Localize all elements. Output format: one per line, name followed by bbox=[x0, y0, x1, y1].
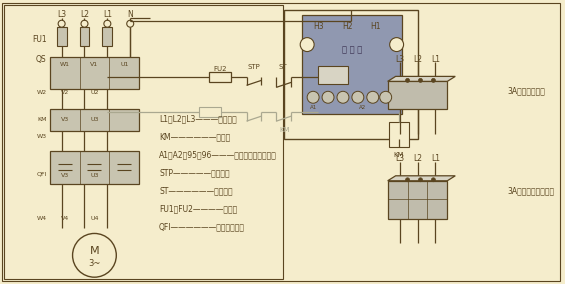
Polygon shape bbox=[388, 176, 455, 181]
Text: L1: L1 bbox=[431, 55, 440, 64]
Circle shape bbox=[390, 37, 403, 51]
Text: KM: KM bbox=[279, 127, 289, 133]
Bar bbox=[302, 15, 402, 114]
Text: FU2: FU2 bbox=[213, 66, 227, 72]
Circle shape bbox=[307, 91, 319, 103]
Bar bbox=[4, 5, 283, 279]
Bar bbox=[50, 109, 139, 131]
Circle shape bbox=[322, 91, 334, 103]
Circle shape bbox=[419, 78, 423, 82]
Text: V4: V4 bbox=[60, 216, 69, 221]
Text: W2: W2 bbox=[37, 90, 47, 95]
Text: N: N bbox=[127, 10, 133, 19]
Text: L2: L2 bbox=[413, 55, 422, 64]
Bar bbox=[80, 27, 89, 45]
Text: L1: L1 bbox=[431, 154, 440, 163]
Circle shape bbox=[380, 91, 392, 103]
Text: H1: H1 bbox=[371, 22, 381, 31]
Text: W3: W3 bbox=[37, 133, 47, 139]
Circle shape bbox=[352, 91, 364, 103]
Text: V3: V3 bbox=[60, 117, 69, 122]
Bar bbox=[199, 107, 221, 117]
Circle shape bbox=[367, 91, 379, 103]
Bar bbox=[102, 27, 112, 45]
Text: U4: U4 bbox=[90, 216, 99, 221]
Text: KM: KM bbox=[37, 117, 47, 122]
Text: L2: L2 bbox=[80, 10, 89, 19]
Circle shape bbox=[81, 20, 88, 27]
Text: 保 护 器: 保 护 器 bbox=[342, 45, 362, 54]
Text: U2: U2 bbox=[90, 90, 99, 95]
Text: A1、A2、95、96———保护器接线端子号码: A1、A2、95、96———保护器接线端子号码 bbox=[159, 151, 277, 159]
Text: STP: STP bbox=[247, 64, 260, 70]
Text: KM——————接触器: KM——————接触器 bbox=[159, 133, 231, 141]
Text: 3A以上一次穿心: 3A以上一次穿心 bbox=[507, 87, 545, 96]
Bar bbox=[389, 122, 408, 147]
Text: M: M bbox=[90, 246, 99, 256]
Text: L1: L1 bbox=[103, 10, 112, 19]
Text: L3: L3 bbox=[395, 55, 404, 64]
Circle shape bbox=[58, 20, 65, 27]
Text: L2: L2 bbox=[413, 154, 422, 163]
Text: 3~: 3~ bbox=[88, 259, 101, 268]
Text: H3: H3 bbox=[313, 22, 323, 31]
Text: STP—————停止按鈕: STP—————停止按鈕 bbox=[159, 168, 230, 177]
Text: U3: U3 bbox=[90, 173, 99, 178]
Circle shape bbox=[419, 178, 423, 182]
Bar bbox=[56, 27, 67, 45]
Bar bbox=[50, 57, 139, 89]
Text: V2: V2 bbox=[60, 90, 69, 95]
Circle shape bbox=[300, 37, 314, 51]
Bar bbox=[284, 10, 419, 139]
Bar bbox=[388, 181, 447, 219]
Text: QFI: QFI bbox=[36, 171, 47, 176]
Text: ST: ST bbox=[279, 64, 288, 70]
Text: QFI——————电动机保护器: QFI——————电动机保护器 bbox=[159, 222, 245, 231]
Text: FU1、FU2————燕断器: FU1、FU2————燕断器 bbox=[159, 204, 237, 213]
Circle shape bbox=[104, 20, 111, 27]
Circle shape bbox=[337, 91, 349, 103]
Text: U1: U1 bbox=[120, 62, 128, 67]
Text: FU1: FU1 bbox=[32, 35, 47, 44]
Text: L1、L2、L3———三相电源: L1、L2、L3———三相电源 bbox=[159, 115, 237, 124]
Bar bbox=[50, 151, 139, 184]
Text: W4: W4 bbox=[37, 216, 47, 221]
Polygon shape bbox=[388, 76, 455, 81]
Text: ST——————启动按鈕: ST——————启动按鈕 bbox=[159, 186, 233, 195]
Circle shape bbox=[432, 178, 436, 182]
Text: A1: A1 bbox=[310, 105, 317, 110]
Circle shape bbox=[432, 78, 436, 82]
Text: W1: W1 bbox=[60, 62, 69, 67]
Bar bbox=[388, 81, 447, 109]
Bar bbox=[318, 66, 348, 84]
Text: 3A以下各相二次穿心: 3A以下各相二次穿心 bbox=[507, 186, 554, 195]
Circle shape bbox=[406, 78, 410, 82]
Circle shape bbox=[127, 20, 134, 27]
Text: L3: L3 bbox=[57, 10, 66, 19]
Text: A2: A2 bbox=[359, 105, 367, 110]
Circle shape bbox=[72, 233, 116, 277]
Text: U3: U3 bbox=[90, 117, 99, 122]
Text: QS: QS bbox=[36, 55, 47, 64]
Text: V1: V1 bbox=[90, 62, 98, 67]
Text: L3: L3 bbox=[395, 154, 404, 163]
Bar bbox=[208, 72, 231, 82]
Circle shape bbox=[406, 178, 410, 182]
Text: KM: KM bbox=[393, 152, 404, 158]
Text: V3: V3 bbox=[60, 173, 69, 178]
Text: H2: H2 bbox=[342, 22, 353, 31]
